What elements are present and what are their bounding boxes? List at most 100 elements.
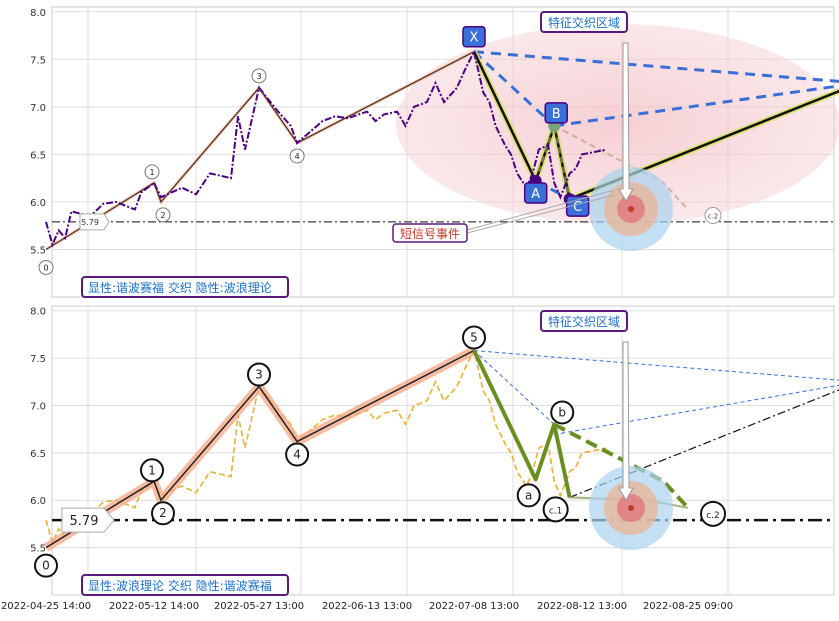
target-zone-center [628,505,634,511]
level-label-tag [79,213,110,231]
level-label-tag [61,507,115,533]
y-tick-label: 8.0 [30,8,46,19]
wave-label-a: a [525,488,532,502]
wave-label-circle [247,362,271,387]
wave-label-c.2: c.2 [708,213,719,221]
wave-label-0: 0 [42,559,50,573]
x-tick-label: 2022-05-27 13:00 [214,601,304,612]
level-label-text: 5.79 [81,218,99,227]
y-tick-label: 5.5 [30,245,46,256]
y-tick-label: 7.5 [30,55,46,66]
zone-label-frame [540,11,628,33]
y-tick-label: 7.0 [30,103,46,114]
harmonic-xd-line [473,50,839,83]
wave-label-circle [34,553,58,578]
y-tick-label: 8.0 [30,307,46,318]
wave-label-circle [550,400,575,425]
y-tick-label: 7.5 [30,354,46,365]
event-label-box [392,223,468,243]
pattern-marker-B: B [552,107,561,122]
x-tick-label: 2022-07-08 13:00 [429,601,519,612]
wave-label-circle [542,496,569,523]
zone-arrow [618,42,634,202]
event-pointer-line [466,194,615,234]
top-panel: 8.07.57.06.56.05.5特征交织区域5.79012345c.2XAB… [30,6,839,298]
wave-label-1: 1 [148,463,156,477]
wave-label-4: 4 [293,447,301,461]
harmonic-thin-line [554,384,839,435]
y-tick-label: 6.0 [30,496,46,507]
wave-label-circle [700,500,726,527]
wave-label-4: 4 [295,152,300,161]
zone-label-box: 特征交织区域 [540,310,628,332]
event-label-text: 短信号事件 [400,227,460,241]
wave-label-circle [140,458,164,483]
legend-text: 显性:谐波赛福 交织 隐性:波浪理论 [88,280,272,295]
bottom-panel: 8.0 7.5 7.0 6.5 6.0 5.5 特征交织区域 5.79 0 1 2 3 4 5 a b c.1 c… [30,305,839,596]
pattern-marker-A: A [531,187,540,202]
interweave-zone-ellipse [396,24,839,224]
y-tick-label: 6.5 [30,150,46,161]
wave-label-circle [516,483,541,508]
legend-box [81,574,289,596]
zone-label-text: 特征交织区域 [548,15,620,30]
wave-label-0: 0 [43,263,48,272]
wave-label-3: 3 [256,72,261,81]
wave-correction-line [472,349,572,498]
pattern-marker-X: X [470,31,479,46]
wave-label-b: b [558,405,566,419]
x-axis: 2022-04-25 14:00 2022-05-12 14:00 2022-05-… [1,601,733,612]
x-tick-label: 2022-06-13 13:00 [322,601,412,612]
wave-label-circle [704,207,722,225]
y-tick-label: 7.0 [30,401,46,412]
zone-label-frame [540,310,628,332]
zone-label-box: 特征交织区域 [540,11,628,33]
wave-label-3: 3 [255,368,263,382]
y-tick-label: 5.5 [30,544,46,555]
x-tick-label: 2022-05-12 14:00 [109,601,199,612]
wave-impulse-line [45,51,475,250]
zone-arrow [618,341,634,501]
legend-text: 显性:波浪理论 交织 隐性:谐波赛福 [88,578,272,593]
event-pointer-line [466,189,615,231]
zone-label-text: 特征交织区域 [548,314,620,329]
harmonic-leg-xa [472,51,537,182]
wave-label-c.1: c.1 [549,506,563,516]
pattern-marker-C: C [573,200,582,215]
harmonic-xb-line [472,50,556,127]
wave-impulse-line [45,349,475,549]
wave-label-circle [462,325,486,350]
wave-label-circle [151,501,175,526]
wave-label-2: 2 [160,211,165,220]
wave-label-circle [155,207,171,223]
wave-label-circle [285,442,310,467]
wave-correction-dashed [553,422,690,510]
price-series-line [45,48,607,248]
harmonic-thin-line [473,350,839,381]
x-tick-label: 2022-04-25 14:00 [1,601,91,612]
wave-label-circle [289,148,305,164]
plot-frame [51,305,835,596]
harmonic-bd-line [554,84,839,128]
pattern-marker-box [462,25,486,48]
harmonic-leg-ab [534,125,556,182]
pattern-marker-box [523,182,548,204]
wave-label-1: 1 [149,168,154,177]
legend-box [81,276,289,298]
level-label-text: 5.79 [70,514,99,529]
wave-label-c.2: c.2 [706,511,720,521]
x-tick-label: 2022-08-12 13:00 [537,601,627,612]
y-tick-label: 6.0 [30,198,46,209]
y-tick-label: 6.5 [30,449,46,460]
wave-label-5: 5 [470,331,478,345]
wave-label-circle [38,259,54,275]
wave-label-circle [251,68,267,84]
target-zone-center [628,206,634,212]
wave-label-circle [144,164,160,180]
x-tick-label: 2022-08-25 09:00 [643,601,733,612]
price-series-line [45,348,607,546]
wave-label-2: 2 [159,506,167,520]
pattern-marker-box [544,102,568,124]
